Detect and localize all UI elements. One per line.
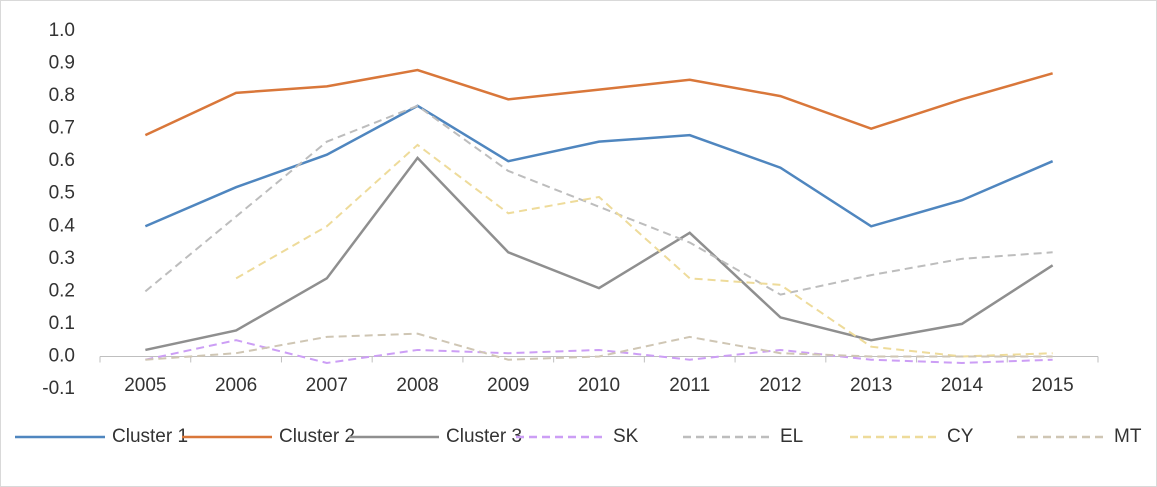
x-tick-label: 2009 xyxy=(487,375,529,396)
x-tick-label: 2006 xyxy=(215,375,257,396)
x-tick-label: 2015 xyxy=(1031,375,1073,396)
series-line xyxy=(145,156,1054,352)
x-tick-label: 2005 xyxy=(124,375,166,396)
y-tick-label: 0.0 xyxy=(49,345,75,366)
y-tick-label: 0.2 xyxy=(49,280,75,301)
legend-label: Cluster 3 xyxy=(446,426,522,447)
x-tick-label: 2007 xyxy=(306,375,348,396)
legend-label: Cluster 2 xyxy=(279,426,355,447)
y-tick-label: 0.8 xyxy=(49,85,75,106)
y-tick-label: 0.7 xyxy=(49,118,75,139)
x-tick-label: 2008 xyxy=(396,375,438,396)
series-line xyxy=(235,143,1053,358)
x-tick-label: 2012 xyxy=(759,375,801,396)
y-tick-label: -0.1 xyxy=(42,378,75,399)
x-tick-label: 2011 xyxy=(669,375,710,396)
series-line xyxy=(144,104,1053,296)
legend-label: EL xyxy=(780,426,803,447)
series-line xyxy=(145,332,1053,361)
y-tick-label: 0.9 xyxy=(49,53,75,74)
y-tick-label: 0.4 xyxy=(49,215,76,236)
x-tick-label: 2010 xyxy=(578,375,620,396)
series-line xyxy=(144,68,1053,137)
y-tick-label: 0.3 xyxy=(49,248,75,269)
x-tick-label: 2014 xyxy=(941,375,984,396)
y-tick-label: 0.6 xyxy=(49,150,75,171)
legend-label: SK xyxy=(613,426,639,447)
x-tick-label: 2013 xyxy=(850,375,892,396)
y-tick-label: 1.0 xyxy=(49,20,75,41)
legend-label: CY xyxy=(947,426,974,447)
series-line xyxy=(145,339,1053,364)
y-tick-label: 0.1 xyxy=(49,313,75,334)
legend-label: Cluster 1 xyxy=(112,426,188,447)
legend-label: MT xyxy=(1114,426,1142,447)
y-tick-label: 0.5 xyxy=(49,183,75,204)
